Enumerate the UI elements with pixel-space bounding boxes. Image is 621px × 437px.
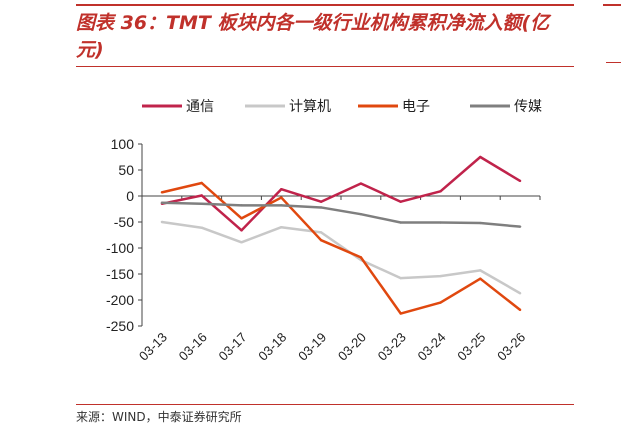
x-tick-label-03-25: 03-25 (454, 330, 488, 364)
point-传媒-03-26 (518, 225, 522, 228)
point-电子-03-23 (399, 312, 402, 315)
y-tick-label: -50 (114, 214, 134, 230)
y-tick-label: -250 (106, 318, 134, 334)
point-计算机-03-19 (319, 231, 323, 234)
series-line-传媒 (161, 201, 521, 228)
point-电子-03-25 (479, 277, 482, 280)
point-电子-03-16 (200, 181, 203, 185)
point-传媒-03-16 (200, 202, 203, 205)
x-tick-label-03-24: 03-24 (415, 330, 449, 364)
point-通信-03-25 (479, 155, 482, 159)
point-电子-03-26 (518, 308, 522, 312)
point-通信-03-20 (359, 182, 363, 185)
x-tick-label-03-26: 03-26 (494, 330, 528, 364)
point-传媒-03-23 (399, 221, 402, 224)
x-tick-label-03-16: 03-16 (176, 330, 210, 364)
point-传媒-03-19 (319, 206, 323, 209)
point-通信-03-18 (280, 188, 283, 191)
point-计算机-03-25 (479, 269, 482, 272)
point-电子-03-17 (240, 217, 243, 220)
point-计算机-03-16 (200, 226, 203, 229)
x-tick-label-03-19: 03-19 (295, 330, 329, 364)
x-tick-label-03-18: 03-18 (255, 330, 289, 364)
top-rule (76, 4, 574, 6)
series-lines (160, 155, 522, 315)
point-通信-03-19 (319, 200, 323, 203)
legend-label-通信: 通信 (186, 99, 214, 115)
chart-title: 图表 36：TMT 板块内各一级行业机构累积净流入额(亿元) (76, 12, 550, 61)
point-传媒-03-18 (280, 204, 283, 207)
point-通信-03-17 (240, 229, 243, 232)
series-line-计算机 (161, 220, 521, 295)
title-rule (76, 66, 574, 67)
y-tick-label: 50 (118, 162, 134, 178)
legend-label-计算机: 计算机 (289, 99, 331, 115)
point-通信-03-24 (439, 190, 442, 193)
point-传媒-03-20 (359, 213, 363, 216)
legend-label-电子: 电子 (402, 99, 430, 115)
point-计算机-03-24 (439, 274, 442, 278)
point-电子-03-20 (359, 256, 363, 259)
legend-label-传媒: 传媒 (514, 99, 542, 115)
y-tick-label: -200 (106, 292, 134, 308)
point-计算机-03-18 (280, 226, 283, 229)
x-tick-label-03-23: 03-23 (375, 330, 409, 364)
legend: 通信 计算机 电子 传媒 (142, 99, 542, 115)
y-tick-label: 0 (126, 188, 134, 204)
right-stub-rule (606, 62, 621, 63)
top-rule-right (603, 4, 621, 6)
point-计算机-03-23 (399, 276, 402, 280)
point-电子-03-18 (280, 196, 283, 199)
point-通信-03-16 (200, 194, 203, 197)
bottom-rule (76, 404, 574, 405)
y-tick-label: -150 (106, 266, 134, 282)
y-tick-label: -100 (106, 240, 134, 256)
source-note: 来源：WIND，中泰证券研究所 (76, 410, 242, 424)
point-计算机-03-17 (240, 241, 243, 244)
series-line-电子 (161, 181, 521, 315)
x-tick-label-03-13: 03-13 (136, 330, 170, 364)
point-传媒-03-24 (439, 221, 442, 224)
point-电子-03-24 (439, 301, 442, 304)
point-传媒-03-25 (479, 221, 482, 225)
point-计算机-03-13 (160, 220, 164, 224)
series-line-通信 (161, 155, 521, 232)
point-通信-03-23 (399, 200, 402, 203)
point-计算机-03-26 (518, 292, 522, 295)
point-通信-03-26 (518, 179, 522, 183)
point-电子-03-13 (160, 191, 164, 194)
y-tick-label: 100 (111, 136, 135, 152)
x-tick-label-03-17: 03-17 (216, 330, 250, 364)
x-tick-label-03-20: 03-20 (335, 330, 369, 364)
point-传媒-03-17 (240, 204, 243, 207)
point-电子-03-19 (319, 239, 323, 242)
point-传媒-03-13 (160, 201, 164, 204)
